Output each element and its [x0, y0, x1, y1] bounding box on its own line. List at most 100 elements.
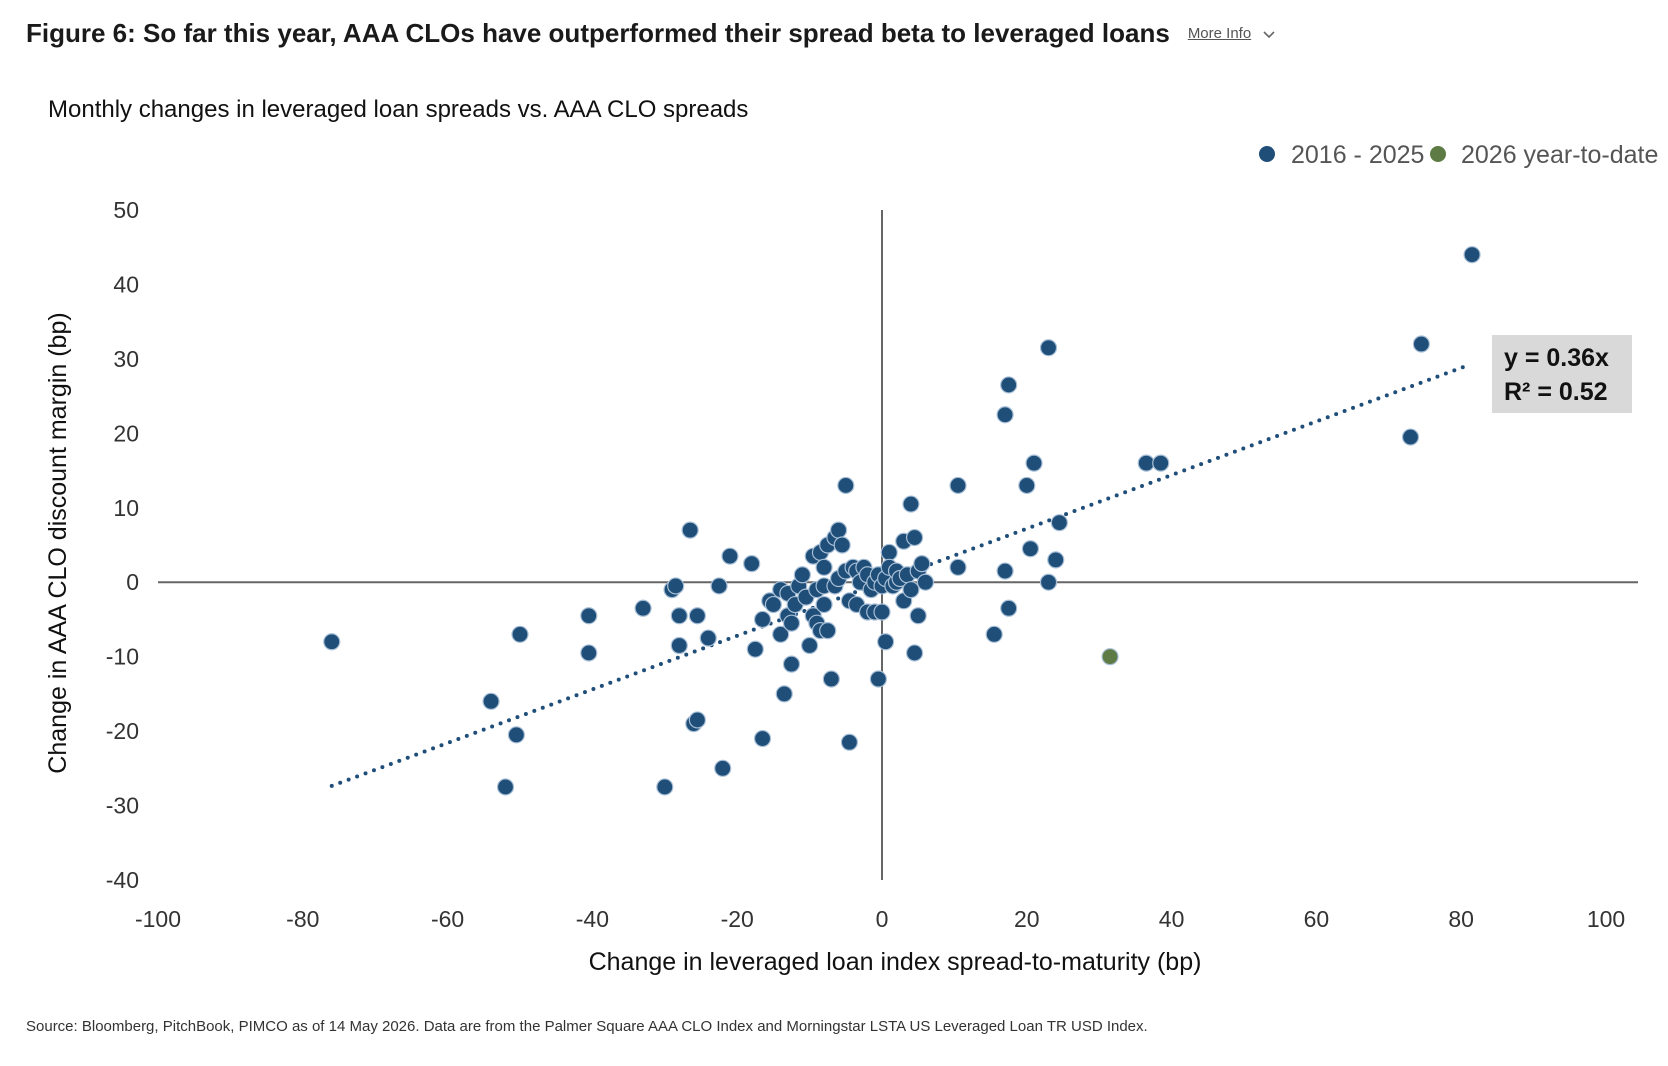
data-point-2016-2025 [829, 521, 848, 539]
data-points [323, 246, 1481, 796]
data-point-2016-2025 [840, 733, 859, 751]
x-tick-label: 0 [876, 906, 889, 932]
data-point-2016-2025 [916, 573, 935, 591]
data-point-2016-2025 [877, 633, 895, 651]
x-tick-labels: -100 -80 -60 -40 -20 0 20 40 60 80 100 [135, 906, 1625, 932]
legend-marker-2016-2025 [1259, 146, 1275, 162]
data-point-2016-2025 [507, 726, 525, 744]
data-point-2016-2025 [815, 595, 833, 614]
y-tick-label: -30 [106, 793, 139, 819]
y-tick-label: 0 [126, 569, 139, 595]
data-point-2016-2025 [746, 640, 764, 658]
data-point-2016-2025 [511, 625, 529, 643]
data-point-2016-2025 [1152, 454, 1170, 472]
data-point-2016-2025 [656, 778, 674, 796]
data-point-2016-2025 [873, 603, 891, 621]
data-point-2016-2025 [819, 622, 837, 640]
legend: 2016 - 2025 2026 year-to-date [1259, 141, 1658, 169]
data-point-2016-2025 [996, 562, 1014, 580]
scatter-chart: Monthly changes in leveraged loan spread… [44, 96, 1658, 976]
legend-label-2016-2025: 2016 - 2025 [1291, 141, 1424, 169]
source-note: Source: Bloomberg, PitchBook, PIMCO as o… [26, 1018, 1148, 1035]
legend-label-2026-ytd: 2026 year-to-date [1461, 141, 1658, 169]
data-point-2016-2025 [782, 614, 801, 632]
x-tick-label: -40 [576, 906, 609, 932]
x-tick-label: 20 [1014, 906, 1040, 932]
y-tick-label: -40 [106, 867, 139, 893]
data-point-2016-2025 [822, 670, 840, 688]
data-point-2016-2025 [1000, 376, 1018, 394]
x-tick-label: -20 [721, 906, 754, 932]
data-point-2016-2025 [753, 610, 772, 629]
more-info-toggle[interactable]: More Info [1188, 25, 1277, 42]
data-point-2016-2025 [580, 607, 598, 625]
data-point-2016-2025 [1039, 339, 1058, 357]
data-point-2016-2025 [1401, 428, 1420, 446]
data-point-2016-2025 [913, 555, 931, 573]
x-axis-label: Change in leveraged loan index spread-to… [589, 948, 1202, 976]
data-point-2016-2025 [902, 581, 920, 599]
data-point-2016-2025 [714, 759, 732, 777]
data-point-2016-2025 [1000, 599, 1018, 617]
equation-annotation: y = 0.36x R² = 0.52 [1492, 335, 1632, 413]
data-point-2016-2025 [688, 607, 706, 625]
x-tick-label: 60 [1304, 906, 1330, 932]
data-point-2016-2025 [949, 476, 967, 495]
data-point-2016-2025 [670, 607, 688, 625]
data-point-2016-2025 [782, 655, 801, 673]
data-point-2016-2025 [323, 633, 341, 651]
data-point-2016-2025 [1050, 514, 1068, 532]
more-info-label[interactable]: More Info [1187, 25, 1252, 42]
data-point-2016-2025 [800, 636, 819, 655]
y-tick-label: -10 [106, 644, 139, 670]
data-point-2016-2025 [1018, 476, 1036, 495]
y-tick-label: -20 [106, 718, 139, 744]
data-point-2016-2025 [1021, 540, 1040, 558]
x-tick-label: -100 [135, 906, 181, 932]
data-point-2016-2025 [985, 625, 1003, 643]
y-axis-label: Change in AAA CLO discount margin (bp) [44, 312, 72, 773]
y-tick-labels: 50 40 30 20 10 0 -10 -20 -30 -40 [106, 197, 139, 893]
chevron-down-icon[interactable] [1261, 26, 1277, 42]
y-tick-label: 50 [113, 197, 139, 223]
x-tick-label: 80 [1448, 906, 1474, 932]
data-point-2016-2025 [905, 528, 924, 547]
data-point-2016-2025 [833, 536, 851, 554]
data-point-2016-2025 [1039, 573, 1058, 591]
data-point-2016-2025 [869, 670, 887, 688]
data-point-2016-2025 [496, 778, 515, 796]
data-point-2016-2025 [902, 495, 920, 513]
data-point-2016-2025 [580, 644, 598, 662]
data-point-2016-2025 [667, 577, 685, 595]
data-point-2016-2025 [1412, 335, 1430, 353]
figure-title: Figure 6: So far this year, AAA CLOs hav… [26, 18, 1170, 48]
data-point-2016-2025 [775, 685, 793, 703]
data-point-2016-2025 [721, 547, 739, 565]
y-tick-label: 40 [113, 271, 139, 297]
data-point-2016-2025 [634, 599, 652, 617]
data-point-2016-2025 [905, 644, 924, 662]
r-squared-text: R² = 0.52 [1504, 378, 1608, 406]
data-point-2026-ytd [1101, 648, 1119, 666]
y-tick-label: 20 [113, 420, 139, 446]
data-point-2016-2025 [1047, 551, 1065, 569]
x-tick-label: 100 [1587, 906, 1625, 932]
x-tick-label: -80 [286, 906, 319, 932]
data-point-2016-2025 [753, 729, 772, 748]
data-point-2016-2025 [688, 711, 706, 729]
data-point-2016-2025 [793, 566, 811, 584]
y-tick-label: 30 [113, 346, 139, 372]
data-point-2016-2025 [482, 692, 500, 710]
y-tick-label: 10 [113, 495, 139, 521]
data-point-2016-2025 [1463, 246, 1481, 264]
x-tick-label: -60 [431, 906, 464, 932]
chart-subtitle: Monthly changes in leveraged loan spread… [48, 96, 748, 123]
data-point-2016-2025 [1025, 454, 1043, 472]
data-point-2016-2025 [815, 558, 833, 576]
data-point-2016-2025 [681, 521, 699, 539]
equation-text: y = 0.36x [1504, 344, 1609, 372]
data-point-2016-2025 [710, 577, 728, 595]
equation-box [1492, 335, 1632, 413]
data-point-2016-2025 [772, 625, 790, 643]
data-point-2016-2025 [1137, 454, 1155, 472]
